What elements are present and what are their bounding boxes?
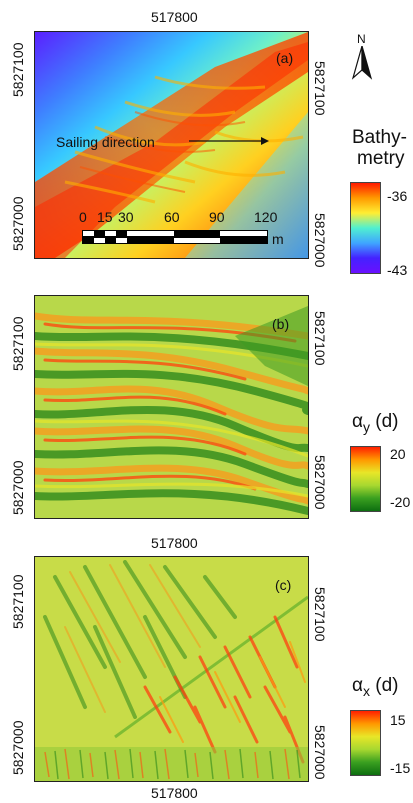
panel-b-label: (b) <box>272 316 290 332</box>
bathymetry-legend-min: -43 <box>387 262 408 278</box>
panel-c-bottom-easting: 517800 <box>151 785 198 801</box>
panel-b-right-northing-upper: 5827100 <box>312 311 328 366</box>
panel-a-right-northing-lower: 5827000 <box>312 213 328 268</box>
alpha-x-legend-max: 15 <box>390 712 406 728</box>
alpha-x-colorbar <box>350 710 381 776</box>
panel-c-left-northing-upper: 5827100 <box>10 574 26 629</box>
panel-c-label: (c) <box>275 577 292 593</box>
bathymetry-map: (a) Sailing direction <box>34 31 309 259</box>
panel-a-left-northing-upper: 5827100 <box>10 42 26 97</box>
alpha-x-legend-min: -15 <box>390 760 411 776</box>
alpha-x-legend-unit: (d) <box>375 675 399 696</box>
bathymetry-legend-max: -36 <box>387 188 408 204</box>
alpha-x-raster <box>35 557 308 781</box>
alpha-y-legend-unit: (d) <box>375 411 399 432</box>
alpha-x-legend-title: αx (d) <box>352 675 399 702</box>
scalebar-tick-15: 15 <box>97 209 113 225</box>
scalebar-tick-30: 30 <box>118 209 134 225</box>
scalebar-tick-120: 120 <box>254 209 278 225</box>
scalebar: 0 15 30 60 90 120 m <box>79 209 312 249</box>
north-label: N <box>357 32 366 46</box>
north-arrow-icon <box>351 46 373 80</box>
scalebar-bar <box>82 230 268 244</box>
panel-a-right-northing-upper: 5827100 <box>312 61 328 116</box>
panel-c-left-northing-lower: 5827000 <box>10 720 26 775</box>
alpha-y-legend-min: -20 <box>390 494 411 510</box>
bathymetry-legend-title-1: Bathy- <box>352 127 407 148</box>
alpha-x-legend-subscript: x <box>362 682 370 699</box>
panel-c-top-easting: 517800 <box>151 535 198 551</box>
bathymetry-legend-title-2: metry <box>357 148 405 169</box>
sailing-direction-arrow <box>189 137 269 145</box>
bathymetry-colorbar <box>350 182 381 274</box>
panel-c-right-northing-lower: 5827000 <box>312 725 328 780</box>
alpha-y-legend-symbol: α <box>352 411 363 432</box>
alpha-x-legend-symbol: α <box>352 675 363 696</box>
scalebar-tick-60: 60 <box>164 209 180 225</box>
panel-b-right-northing-lower: 5827000 <box>312 455 328 510</box>
panel-a-top-easting: 517800 <box>151 9 198 25</box>
panel-a-label: (a) <box>276 50 294 66</box>
panel-b-left-northing-upper: 5827100 <box>10 316 26 371</box>
alpha-y-map: (b) <box>34 295 309 519</box>
scalebar-tick-90: 90 <box>209 209 225 225</box>
alpha-y-legend-subscript: y <box>362 418 370 435</box>
bathymetry-raster <box>35 32 308 258</box>
scalebar-tick-0: 0 <box>79 209 87 225</box>
alpha-y-raster <box>35 296 308 518</box>
sailing-direction-text: Sailing direction <box>56 134 155 150</box>
alpha-y-legend-title: αy (d) <box>352 411 399 438</box>
alpha-y-colorbar <box>350 446 381 512</box>
scalebar-unit: m <box>272 231 284 247</box>
panel-c-right-northing-upper: 5827100 <box>312 587 328 642</box>
panel-b-left-northing-lower: 5827000 <box>10 460 26 515</box>
alpha-x-map: (c) <box>34 556 309 782</box>
alpha-y-legend-max: 20 <box>390 446 406 462</box>
panel-a-left-northing-lower: 5827000 <box>10 196 26 251</box>
